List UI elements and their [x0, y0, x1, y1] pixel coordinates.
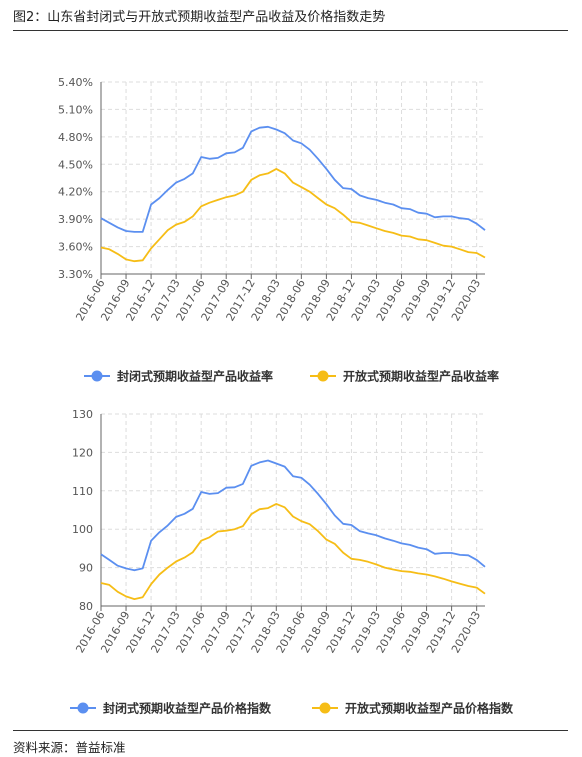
legend-marker: [319, 702, 331, 714]
legend-marker: [77, 702, 89, 714]
y-tick-label: 5.10%: [58, 103, 93, 116]
y-tick-label: 3.60%: [58, 241, 93, 254]
y-tick-label: 100: [72, 523, 93, 536]
y-tick-label: 4.50%: [58, 158, 93, 171]
y-tick-label: 130: [72, 408, 93, 421]
series-line-open: [100, 503, 486, 601]
y-tick-label: 3.90%: [58, 213, 93, 226]
y-tick-label: 4.20%: [58, 186, 93, 199]
price-index-line-chart: 80901001101201302016-062016-092016-12201…: [70, 408, 514, 716]
legend-marker: [317, 370, 329, 382]
y-tick-label: 3.30%: [58, 268, 93, 281]
y-tick-label: 90: [79, 562, 93, 575]
legend-label-closed: 封闭式预期收益型产品收益率: [117, 369, 273, 384]
figure-title: 图2：山东省封闭式与开放式预期收益型产品收益及价格指数走势: [13, 10, 386, 25]
series-line-open: [100, 168, 486, 263]
bottom-divider: [13, 730, 568, 731]
legend-label-open: 开放式预期收益型产品收益率: [343, 369, 499, 384]
legend-label-open: 开放式预期收益型产品价格指数: [345, 701, 514, 716]
series-line-closed: [100, 125, 486, 233]
y-tick-label: 110: [72, 485, 93, 498]
y-tick-label: 5.40%: [58, 76, 93, 89]
legend-marker: [91, 370, 103, 382]
source-note: 资料来源：普益标准: [13, 740, 126, 755]
top-divider: [13, 30, 568, 31]
series-line-closed: [100, 459, 486, 572]
y-tick-label: 4.80%: [58, 131, 93, 144]
yield-line-chart: 3.30% 3.60% 3.90% 4.20% 4.50% 4.80% 5.10% 5.40%…: [58, 76, 499, 384]
legend-label-closed: 封闭式预期收益型产品价格指数: [103, 701, 272, 716]
y-tick-label: 80: [79, 600, 93, 613]
y-tick-label: 120: [72, 446, 93, 459]
